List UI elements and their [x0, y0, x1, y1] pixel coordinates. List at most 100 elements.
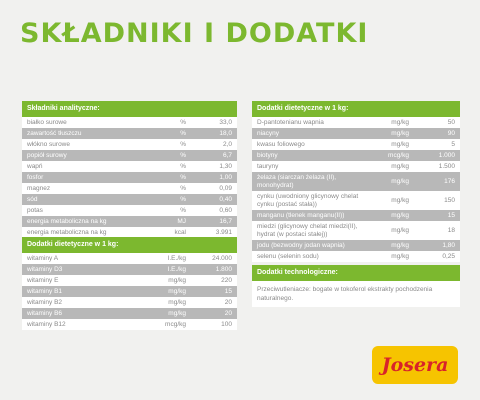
- row-name: niacyny: [257, 129, 280, 137]
- row-unit: %: [180, 140, 186, 148]
- table-title: Składniki analityczne:: [22, 101, 237, 117]
- row-unit: mcg/kg: [165, 320, 186, 328]
- row-unit: mg/kg: [168, 309, 186, 317]
- row-unit: mg/kg: [391, 177, 409, 185]
- table-row: energia metaboliczna na kg kcal 3.991: [22, 227, 237, 238]
- row-unit: mg/kg: [168, 298, 186, 306]
- row-unit: %: [180, 173, 186, 181]
- row-value: 100: [221, 320, 232, 328]
- row-value: 150: [444, 196, 455, 204]
- row-value: 220: [221, 276, 232, 284]
- row-name: witaminy B1: [27, 287, 63, 295]
- row-name: żelaza (siarczan żelaza (II), monohydrat…: [257, 173, 337, 189]
- row-name: witaminy A: [27, 254, 59, 262]
- table-title: Dodatki dietetyczne w 1 kg:: [22, 237, 237, 253]
- row-name: fosfor: [27, 173, 44, 181]
- tech-panel: Dodatki technologiczne: Przeciwutleniacz…: [252, 265, 460, 307]
- row-unit: mg/kg: [391, 226, 409, 234]
- row-value: 1.800: [215, 265, 232, 273]
- table-panel: Dodatki dietetyczne w 1 kg: witaminy A I.E…: [22, 237, 237, 330]
- table-row: zawartość tłuszczu% 18,0: [22, 128, 237, 139]
- row-unit: MJ: [177, 217, 186, 225]
- row-name: potas: [27, 206, 43, 214]
- row-unit: mg/kg: [391, 211, 409, 219]
- row-value: 0,40: [219, 195, 232, 203]
- table-row: magnez% 0,09: [22, 183, 237, 194]
- table-row: energia metaboliczna na kg MJ 16,7: [22, 216, 237, 227]
- logo: Josera: [372, 346, 458, 384]
- row-name: kwasu foliowego: [257, 140, 305, 148]
- row-value: 0,60: [219, 206, 232, 214]
- row-unit: %: [180, 184, 186, 192]
- row-value: 1,00: [219, 173, 232, 181]
- row-value: 3.991: [215, 228, 232, 236]
- row-unit: kcal: [174, 228, 186, 236]
- table-row: witaminy B2 mg/kg 20: [22, 297, 237, 308]
- table-title: Dodatki dietetyczne w 1 kg:: [252, 101, 460, 117]
- row-value: 24.000: [212, 254, 232, 262]
- row-value: 90: [447, 129, 455, 137]
- row-value: 176: [444, 177, 455, 185]
- table-row: witaminy B12 mcg/kg 100: [22, 319, 237, 330]
- table-row: popiół surowy% 6,7: [22, 150, 237, 161]
- row-unit: mg/kg: [391, 118, 409, 126]
- row-unit: %: [180, 118, 186, 126]
- row-name: energia metaboliczna na kg: [27, 217, 107, 225]
- table-row: selenu (selenin sodu) mg/kg 0,25: [252, 251, 460, 262]
- row-name: tauryny: [257, 162, 279, 170]
- row-name: sód: [27, 195, 38, 203]
- row-value: 15: [447, 211, 455, 219]
- row-value: 50: [447, 118, 455, 126]
- row-value: 1.000: [438, 151, 455, 159]
- row-unit: %: [180, 129, 186, 137]
- table-row: biotyny mcg/kg 1.000: [252, 150, 460, 161]
- row-unit: mg/kg: [391, 241, 409, 249]
- row-value: 18: [447, 226, 455, 234]
- table-row: żelaza (siarczan żelaza (II), monohydrat…: [252, 172, 460, 191]
- row-name: witaminy B2: [27, 298, 63, 306]
- row-value: 0,09: [219, 184, 232, 192]
- row-value: 20: [224, 298, 232, 306]
- table-row: miedzi (glicynowy chelat miedzi(II), hyd…: [252, 221, 460, 240]
- table-row: witaminy B6 mg/kg 20: [22, 308, 237, 319]
- row-value: 5: [451, 140, 455, 148]
- row-name: wapń: [27, 162, 43, 170]
- row-name: włókno surowe: [27, 140, 70, 148]
- row-unit: mcg/kg: [388, 151, 409, 159]
- table-panel: Dodatki dietetyczne w 1 kg: D-pantotenian…: [252, 101, 460, 262]
- row-unit: mg/kg: [168, 276, 186, 284]
- row-name: miedzi (glicynowy chelat miedzi(II), hyd…: [257, 222, 358, 238]
- row-value: 1,30: [219, 162, 232, 170]
- row-value: 20: [224, 309, 232, 317]
- row-value: 16,7: [219, 217, 232, 225]
- row-unit: mg/kg: [391, 129, 409, 137]
- row-unit: mg/kg: [391, 162, 409, 170]
- tech-text: Przeciwutleniacze: bogate w tokoferol ek…: [257, 286, 433, 302]
- row-value: 1.500: [438, 162, 455, 170]
- row-name: manganu (tlenek manganu(II)): [257, 211, 345, 219]
- row-name: magnez: [27, 184, 51, 192]
- row-value: 15: [224, 287, 232, 295]
- row-unit: %: [180, 162, 186, 170]
- row-value: 18,0: [219, 129, 232, 137]
- row-name: witaminy D3: [27, 265, 63, 273]
- table-row: sód% 0,40: [22, 194, 237, 205]
- table-panel: Składniki analityczne: białko surowe% 33,0…: [22, 101, 237, 238]
- table-row: włókno surowe% 2,0: [22, 139, 237, 150]
- table-row: niacyny mg/kg 90: [252, 128, 460, 139]
- table-row: witaminy B1 mg/kg 15: [22, 286, 237, 297]
- row-name: energia metaboliczna na kg: [27, 228, 107, 236]
- row-unit: %: [180, 151, 186, 159]
- row-name: jodu (bezwodny jodan wapnia): [257, 241, 345, 249]
- row-value: 2,0: [222, 140, 232, 148]
- row-unit: %: [180, 195, 186, 203]
- table-row: kwasu foliowego mg/kg 5: [252, 139, 460, 150]
- table-row: manganu (tlenek manganu(II)) mg/kg 15: [252, 210, 460, 221]
- row-unit: mg/kg: [391, 196, 409, 204]
- row-unit: I.E./kg: [167, 254, 186, 262]
- row-unit: I.E./kg: [167, 265, 186, 273]
- row-value: 6,7: [222, 151, 232, 159]
- row-value: 1,80: [442, 241, 455, 249]
- table-row: D-pantotenianu wapnia mg/kg 50: [252, 117, 460, 128]
